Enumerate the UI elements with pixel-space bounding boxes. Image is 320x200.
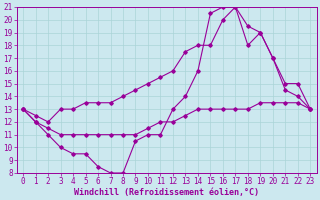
- X-axis label: Windchill (Refroidissement éolien,°C): Windchill (Refroidissement éolien,°C): [74, 188, 259, 197]
